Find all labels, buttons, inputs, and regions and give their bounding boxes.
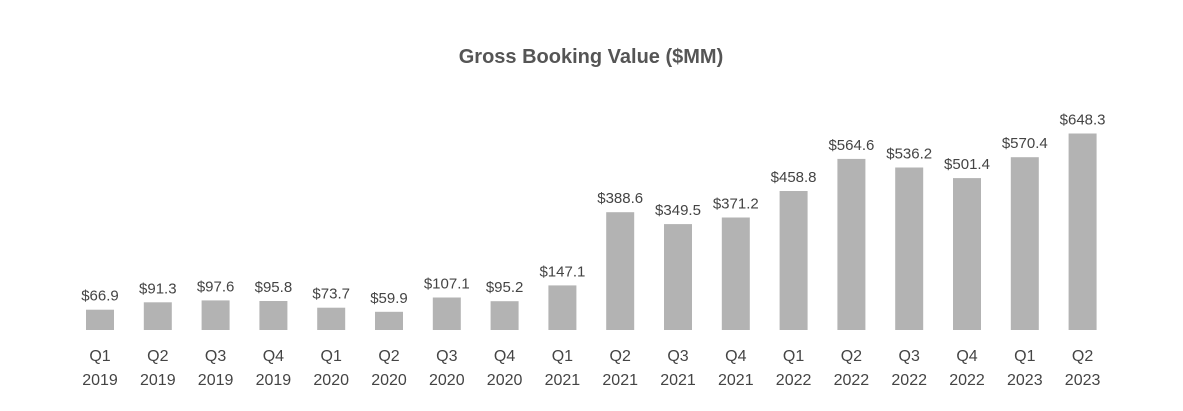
tick-label-year-q2-2023: 2023 bbox=[1065, 372, 1101, 389]
bar-q4-2021 bbox=[721, 217, 750, 330]
data-label-q4-2021: $371.2 bbox=[713, 196, 759, 213]
tick-label-quarter-q3-2021: Q3 bbox=[667, 348, 688, 365]
bar-q3-2021 bbox=[664, 224, 692, 330]
data-label-q2-2019: $91.3 bbox=[139, 280, 177, 297]
chart-title: Gross Booking Value ($MM) bbox=[459, 46, 723, 68]
data-label-q3-2022: $536.2 bbox=[886, 146, 932, 163]
tick-label-year-q2-2020: 2020 bbox=[371, 372, 407, 389]
tick-label-quarter-q4-2021: Q4 bbox=[725, 348, 746, 365]
bar-q2-2022 bbox=[837, 158, 866, 330]
tick-label-year-q4-2021: 2021 bbox=[718, 372, 754, 389]
data-label-q3-2020: $107.1 bbox=[424, 276, 470, 293]
data-label-q2-2023: $648.3 bbox=[1060, 112, 1106, 129]
bar-q4-2020 bbox=[490, 301, 519, 330]
tick-label-quarter-q1-2019: Q1 bbox=[89, 348, 110, 365]
tick-label-year-q2-2022: 2022 bbox=[834, 372, 870, 389]
bar-q1-2022 bbox=[779, 191, 808, 330]
bar-q3-2022 bbox=[895, 167, 924, 330]
data-label-q1-2019: $66.9 bbox=[81, 288, 119, 305]
bar-q3-2019 bbox=[201, 300, 230, 330]
tick-label-quarter-q4-2020: Q4 bbox=[494, 348, 515, 365]
tick-label-quarter-q2-2022: Q2 bbox=[841, 348, 862, 365]
data-labels: $66.9 $91.3 $97.6 $95.8 $73.7 $59.9 $107.1 $95.… bbox=[81, 112, 1105, 307]
bar-q2-2020 bbox=[375, 311, 403, 330]
data-label-q3-2021: $349.5 bbox=[655, 202, 701, 219]
bar-q2-2023 bbox=[1068, 133, 1097, 330]
data-label-q1-2023: $570.4 bbox=[1002, 135, 1048, 152]
data-label-q2-2022: $564.6 bbox=[828, 137, 874, 154]
tick-label-year-q4-2019: 2019 bbox=[256, 372, 292, 389]
bar-q3-2020 bbox=[432, 297, 461, 330]
bar-q4-2019 bbox=[259, 301, 288, 330]
tick-label-year-q4-2022: 2022 bbox=[949, 372, 985, 389]
tick-label-quarter-q3-2022: Q3 bbox=[899, 348, 920, 365]
tick-label-year-q1-2021: 2021 bbox=[545, 372, 581, 389]
tick-label-year-q3-2021: 2021 bbox=[660, 372, 696, 389]
bar-q1-2021 bbox=[548, 285, 577, 330]
bar-series bbox=[86, 133, 1097, 330]
data-label-q4-2020: $95.2 bbox=[486, 279, 524, 296]
tick-label-quarter-q2-2020: Q2 bbox=[378, 348, 399, 365]
data-label-q4-2022: $501.4 bbox=[944, 156, 990, 173]
data-label-q2-2021: $388.6 bbox=[597, 190, 643, 207]
tick-label-quarter-q4-2019: Q4 bbox=[263, 348, 284, 365]
tick-label-quarter-q2-2021: Q2 bbox=[610, 348, 631, 365]
data-label-q1-2022: $458.8 bbox=[771, 169, 817, 186]
bar-q2-2021 bbox=[606, 212, 635, 330]
tick-label-quarter-q3-2019: Q3 bbox=[205, 348, 226, 365]
tick-label-quarter-q3-2020: Q3 bbox=[436, 348, 457, 365]
tick-label-year-q3-2022: 2022 bbox=[891, 372, 927, 389]
tick-label-quarter-q1-2023: Q1 bbox=[1014, 348, 1035, 365]
tick-label-year-q4-2020: 2020 bbox=[487, 372, 523, 389]
bar-q2-2019 bbox=[143, 302, 172, 330]
data-label-q4-2019: $95.8 bbox=[255, 279, 293, 296]
tick-label-year-q2-2019: 2019 bbox=[140, 372, 176, 389]
tick-label-year-q1-2020: 2020 bbox=[313, 372, 349, 389]
tick-label-quarter-q2-2023: Q2 bbox=[1072, 348, 1093, 365]
x-axis-tick-labels: Q1 2019 Q2 2019 Q3 2019 Q4 2019 Q1 2020 Q2 2020 Q3 20… bbox=[82, 348, 1100, 389]
tick-label-year-q3-2020: 2020 bbox=[429, 372, 465, 389]
tick-label-quarter-q2-2019: Q2 bbox=[147, 348, 168, 365]
data-label-q3-2019: $97.6 bbox=[197, 278, 235, 295]
data-label-q1-2020: $73.7 bbox=[312, 286, 350, 303]
data-label-q2-2020: $59.9 bbox=[370, 290, 408, 307]
tick-label-year-q1-2023: 2023 bbox=[1007, 372, 1043, 389]
bar-q1-2019 bbox=[86, 309, 114, 330]
tick-label-year-q1-2022: 2022 bbox=[776, 372, 812, 389]
tick-label-year-q3-2019: 2019 bbox=[198, 372, 234, 389]
tick-label-quarter-q1-2020: Q1 bbox=[321, 348, 342, 365]
bar-q4-2022 bbox=[953, 178, 981, 330]
tick-label-year-q1-2019: 2019 bbox=[82, 372, 118, 389]
data-label-q1-2021: $147.1 bbox=[539, 263, 585, 280]
tick-label-year-q2-2021: 2021 bbox=[602, 372, 638, 389]
bar-q1-2023 bbox=[1010, 157, 1039, 330]
tick-label-quarter-q4-2022: Q4 bbox=[956, 348, 977, 365]
bar-q1-2020 bbox=[317, 307, 346, 330]
tick-label-quarter-q1-2021: Q1 bbox=[552, 348, 573, 365]
tick-label-quarter-q1-2022: Q1 bbox=[783, 348, 804, 365]
